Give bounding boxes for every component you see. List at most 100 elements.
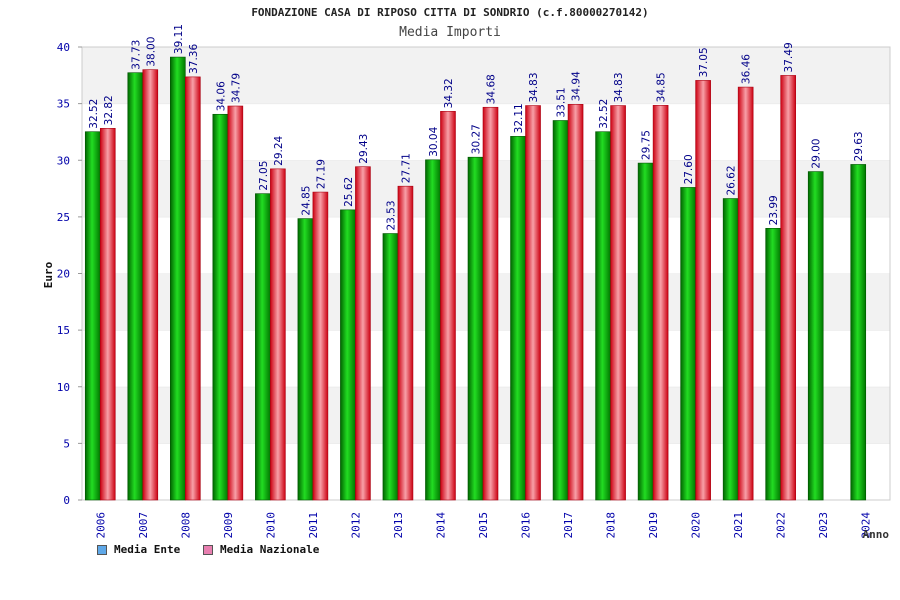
bar-media-ente-2016 — [510, 136, 526, 501]
legend-swatch-media-ente — [97, 544, 107, 555]
x-tick-label: 2014 — [434, 512, 447, 539]
data-label: 37.73 — [130, 40, 142, 70]
x-tick-label: 2009 — [222, 512, 235, 539]
data-label: 37.05 — [698, 47, 710, 77]
bar-media-ente-2009 — [212, 113, 229, 501]
data-label: 23.99 — [768, 195, 780, 225]
chart-title: FONDAZIONE CASA DI RIPOSO CITTA DI SONDR… — [251, 6, 649, 19]
bar-media-nazionale-2013 — [397, 185, 414, 501]
x-tick-label: 2007 — [137, 512, 150, 539]
data-label: 37.49 — [783, 42, 795, 72]
bar-media-ente-2022 — [765, 228, 781, 501]
bar-media-ente-2017 — [552, 120, 569, 501]
data-label: 34.06 — [215, 81, 227, 111]
y-tick-label: 10 — [57, 381, 70, 394]
bar-media-ente-2011 — [297, 218, 314, 501]
x-tick-label: 2010 — [264, 512, 277, 539]
legend-label-media-nazionale: Media Nazionale — [220, 543, 320, 556]
data-label: 27.60 — [683, 154, 695, 184]
bar-media-nazionale-2010 — [270, 168, 286, 501]
bar-media-ente-2014 — [425, 159, 441, 501]
y-tick-label: 5 — [63, 437, 70, 450]
bar-media-nazionale-2011 — [312, 191, 329, 501]
x-tick-label: 2008 — [179, 512, 192, 539]
x-tick-label: 2024 — [860, 512, 873, 539]
x-tick-label: 2013 — [392, 512, 405, 539]
data-label: 34.32 — [443, 78, 455, 108]
bar-media-nazionale-2020 — [695, 80, 711, 501]
data-label: 34.83 — [528, 72, 540, 102]
legend-swatch-media-nazionale — [203, 544, 213, 555]
x-tick-label: 2015 — [477, 512, 490, 539]
bar-media-ente-2020 — [680, 187, 696, 501]
data-label: 34.68 — [486, 74, 498, 104]
bar-media-nazionale-2017 — [567, 104, 584, 501]
data-label: 29.24 — [273, 135, 285, 165]
data-label: 32.52 — [598, 99, 610, 129]
legend-item-media-nazionale: Media Nazionale — [203, 543, 319, 556]
data-label: 33.51 — [556, 87, 568, 117]
data-label: 23.53 — [385, 200, 397, 230]
x-tick-label: 2020 — [690, 512, 703, 539]
bar-media-ente-2007 — [127, 72, 144, 501]
data-label: 34.79 — [230, 73, 242, 103]
bar-media-nazionale-2006 — [99, 128, 116, 501]
data-label: 32.11 — [513, 103, 525, 133]
bar-media-ente-2023 — [807, 171, 824, 501]
data-label: 27.19 — [315, 159, 327, 189]
x-tick-label: 2018 — [605, 512, 618, 539]
bar-media-nazionale-2014 — [440, 111, 456, 501]
y-tick-label: 25 — [57, 211, 70, 224]
bar-media-nazionale-2021 — [737, 86, 754, 501]
y-tick-label: 35 — [57, 98, 70, 111]
grid-band — [82, 47, 890, 104]
y-axis: 0 5 10 15 20 25 30 35 40 — [57, 41, 82, 507]
bar-media-nazionale-2008 — [185, 76, 201, 501]
bar-media-ente-2015 — [467, 156, 484, 501]
bar-media-ente-2008 — [170, 56, 186, 501]
bar-media-nazionale-2007 — [142, 69, 159, 501]
x-tick-label: 2006 — [94, 512, 107, 539]
bar-media-ente-2021 — [722, 198, 739, 501]
data-label: 36.46 — [741, 54, 753, 84]
y-tick-label: 40 — [57, 41, 70, 54]
x-tick-label: 2011 — [307, 512, 320, 539]
data-label: 25.62 — [343, 177, 355, 207]
data-label: 34.83 — [613, 72, 625, 102]
data-label: 30.04 — [428, 126, 440, 156]
data-label: 39.11 — [173, 24, 185, 54]
bar-media-ente-2013 — [382, 233, 399, 501]
bar-media-ente-2006 — [84, 131, 101, 501]
data-label: 34.94 — [571, 71, 583, 101]
x-tick-label: 2012 — [349, 512, 362, 539]
data-label: 29.00 — [811, 139, 823, 169]
x-tick-label: 2019 — [647, 512, 660, 539]
legend-item-media-ente: Media Ente — [97, 543, 180, 556]
data-label: 24.85 — [300, 186, 312, 216]
x-tick-label: 2017 — [562, 512, 575, 539]
data-label: 27.71 — [400, 153, 412, 183]
data-label: 34.85 — [656, 72, 668, 102]
bar-media-nazionale-2019 — [652, 105, 669, 501]
y-tick-label: 30 — [57, 154, 70, 167]
bar-media-nazionale-2016 — [525, 105, 541, 501]
x-axis: 2006 2007 2008 2009 2010 2011 2012 2013 2014 2015… — [94, 512, 872, 539]
x-tick-label: 2023 — [817, 512, 830, 539]
data-label: 27.05 — [258, 161, 270, 191]
bar-media-ente-2024 — [850, 164, 867, 501]
data-label: 32.82 — [103, 95, 115, 125]
y-tick-label: 15 — [57, 324, 70, 337]
data-label: 32.52 — [88, 99, 100, 129]
bar-media-ente-2019 — [637, 162, 654, 501]
bar-media-nazionale-2009 — [227, 105, 244, 501]
legend-label-media-ente: Media Ente — [114, 543, 181, 556]
bar-media-ente-2012 — [340, 209, 356, 501]
data-label: 30.27 — [471, 124, 483, 154]
data-label: 26.62 — [726, 165, 738, 195]
bar-media-ente-2010 — [255, 193, 271, 501]
x-tick-label: 2016 — [520, 512, 533, 539]
data-label: 29.75 — [641, 130, 653, 160]
x-tick-label: 2021 — [732, 512, 745, 539]
